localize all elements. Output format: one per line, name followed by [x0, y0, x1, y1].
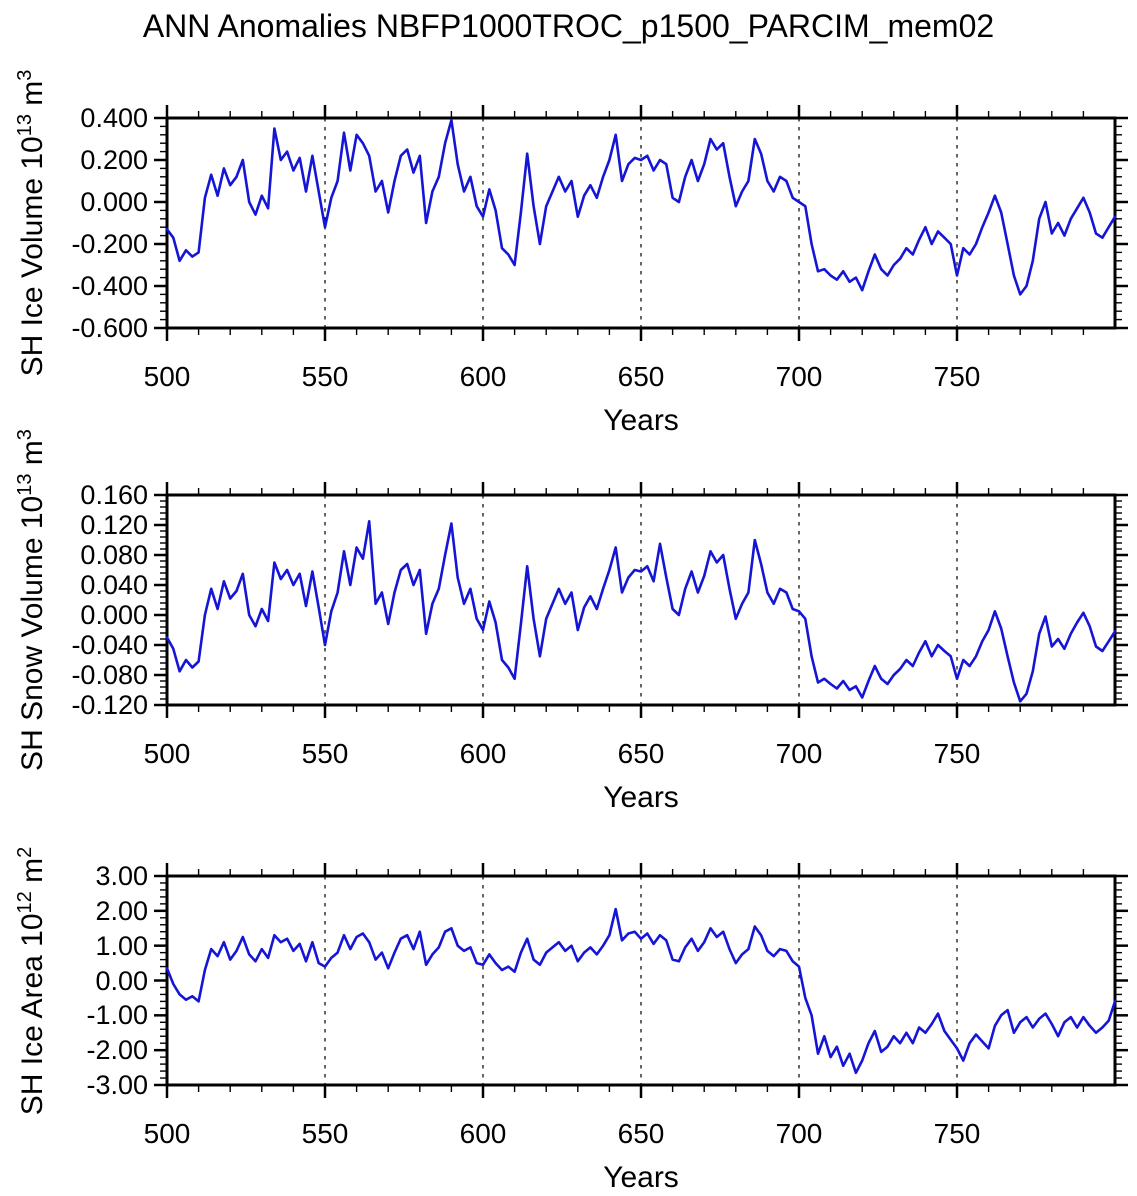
x-tick-label: 600: [459, 361, 507, 392]
sh-ice-volume-plot-box: [165, 116, 1117, 330]
x-tick-label: 500: [143, 738, 191, 769]
y-tick-label: -0.400: [71, 271, 148, 301]
y-axis-title-text: SH Snow Volume 10: [16, 495, 49, 771]
x-tick-label: 750: [933, 361, 981, 392]
x-tick-label: 650: [617, 361, 665, 392]
y-axis-title-text: SH Ice Area 10: [16, 912, 49, 1115]
y-tick-label: 0.080: [80, 540, 148, 570]
y-tick-label: 0.400: [80, 103, 148, 133]
x-tick-label: 650: [617, 738, 665, 769]
x-tick-label: 750: [933, 1118, 981, 1149]
x-tick-label: 600: [459, 1118, 507, 1149]
y-axis-title-exponent: 2: [14, 846, 36, 858]
x-tick-label: 650: [617, 1118, 665, 1149]
sh-snow-volume-series-line: [165, 519, 1117, 703]
sh-snow-volume-plot-box: [165, 493, 1117, 707]
y-tick-label: -0.120: [71, 690, 148, 720]
x-axis-title: Years: [603, 404, 679, 437]
y-tick-label: -2.00: [86, 1035, 148, 1066]
y-tick-label: -0.080: [71, 660, 148, 690]
x-tick-label: 550: [301, 738, 349, 769]
y-axis-title-text: m: [16, 80, 49, 115]
y-axis-title-exponent: 13: [14, 473, 36, 496]
x-tick-label: 600: [459, 738, 507, 769]
y-tick-label: 0.00: [95, 965, 148, 996]
x-tick-label: 700: [775, 738, 823, 769]
y-axis-title-text: m: [16, 440, 49, 474]
y-tick-label: 3.00: [95, 861, 148, 891]
sh-ice-area-series-line: [165, 907, 1117, 1075]
y-tick-label: 0.040: [80, 570, 148, 600]
y-axis-title-exponent: 3: [14, 429, 36, 441]
x-tick-label: 700: [775, 361, 823, 392]
y-axis-title: SH Ice Area 1012 m2: [12, 751, 54, 1196]
y-tick-label: -0.200: [71, 229, 148, 259]
x-tick-label: 700: [775, 1118, 823, 1149]
y-axis-title-exponent: 3: [14, 69, 36, 81]
y-tick-label: -3.00: [86, 1070, 148, 1100]
x-tick-label: 500: [143, 361, 191, 392]
y-tick-label: 0.160: [80, 480, 148, 510]
y-axis-title-exponent: 13: [14, 114, 36, 137]
y-tick-label: 0.120: [80, 510, 148, 540]
y-tick-label: -0.040: [71, 630, 148, 660]
y-tick-label: -0.600: [71, 313, 148, 343]
y-tick-label: 2.00: [95, 895, 148, 926]
x-tick-label: 550: [301, 1118, 349, 1149]
x-tick-label: 500: [143, 1118, 191, 1149]
x-axis-title: Years: [603, 781, 679, 814]
x-tick-label: 750: [933, 738, 981, 769]
y-tick-label: -1.00: [86, 1000, 148, 1031]
x-axis-title: Years: [603, 1161, 679, 1194]
y-tick-label: 0.000: [80, 187, 148, 217]
plot-title: ANN Anomalies NBFP1000TROC_p1500_PARCIM_…: [142, 8, 995, 44]
y-tick-label: 0.000: [80, 600, 148, 630]
y-axis-title-exponent: 12: [14, 890, 36, 913]
sh-ice-area-plot-box: [165, 874, 1117, 1087]
y-tick-label: 1.00: [95, 930, 148, 961]
y-tick-label: 0.200: [80, 145, 148, 175]
y-axis-title-text: m: [16, 857, 49, 891]
sh-ice-volume-series-line: [165, 118, 1117, 296]
x-tick-label: 550: [301, 361, 349, 392]
y-axis-title-text: SH Ice Volume 10: [16, 136, 49, 377]
